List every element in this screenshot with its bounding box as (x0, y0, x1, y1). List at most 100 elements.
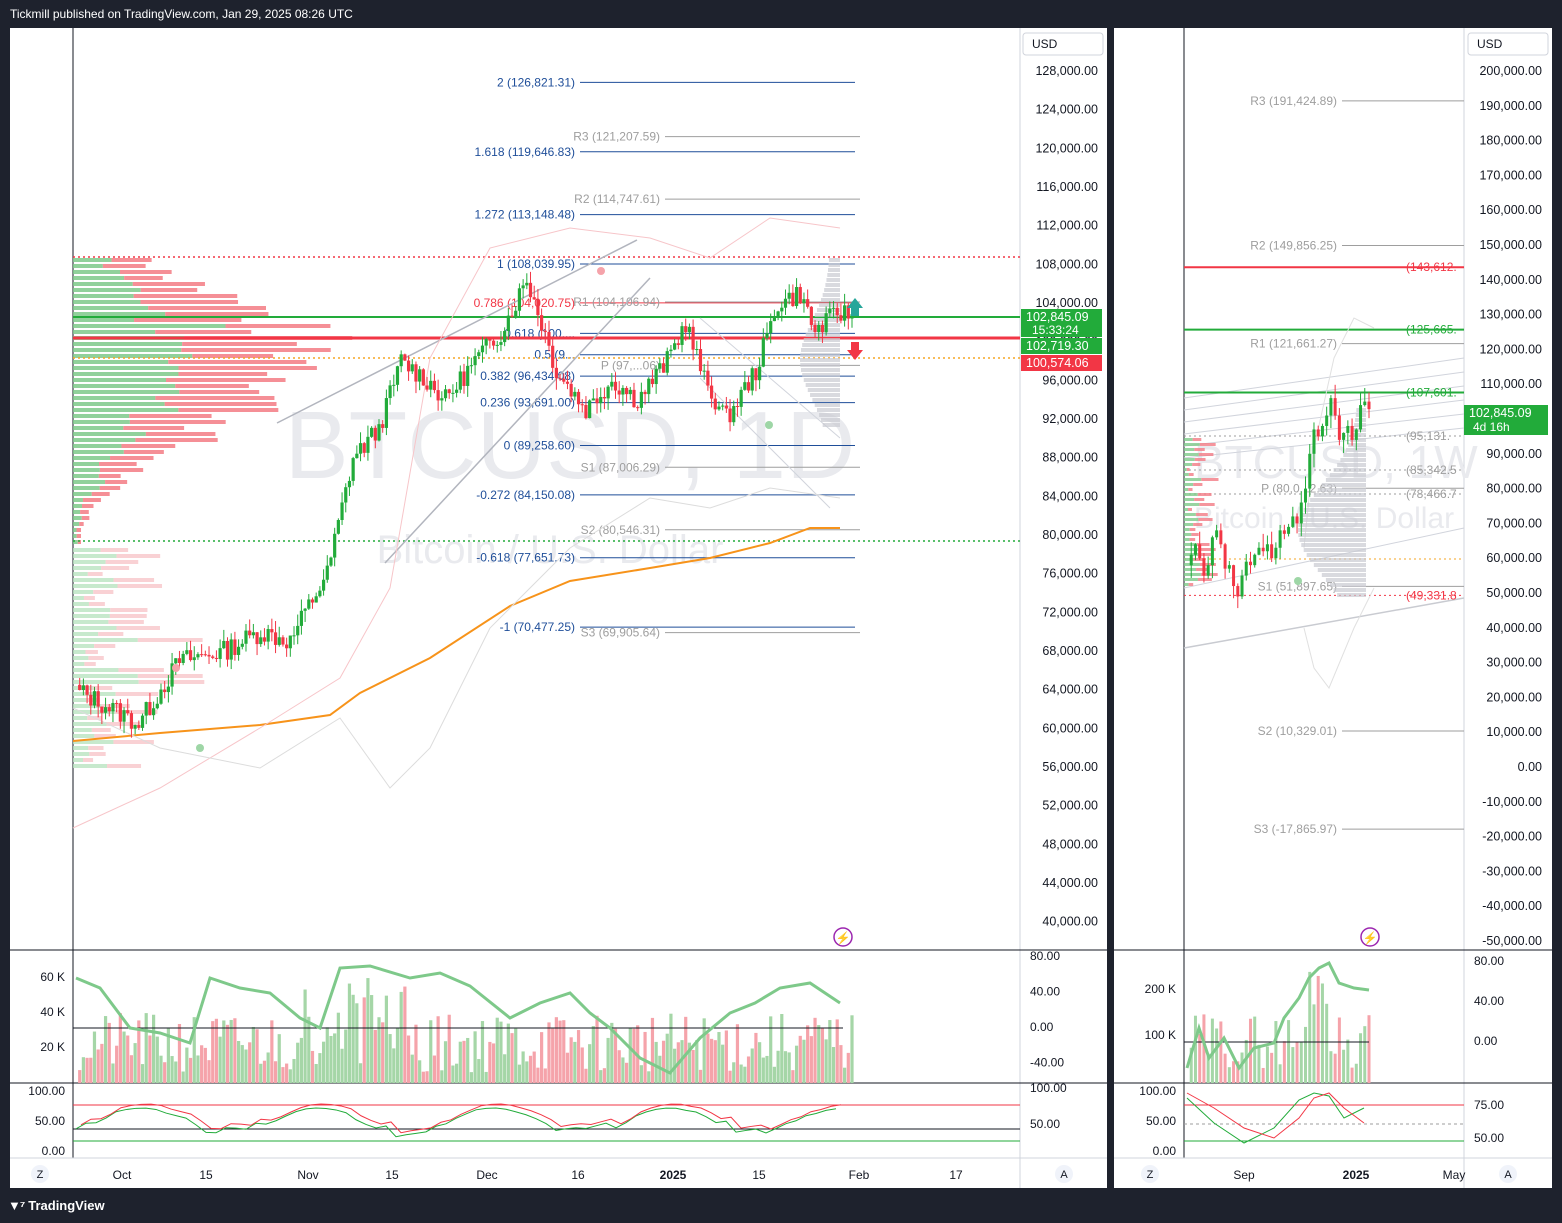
candle-body (281, 637, 285, 645)
session-volume-profile-bar (1337, 463, 1366, 467)
volume-bar (377, 1017, 381, 1083)
rsi-line (1185, 960, 1370, 1071)
session-volume-profile-bar (800, 353, 840, 357)
stoch-k-line (1186, 1092, 1365, 1144)
volume-bar (181, 1071, 185, 1083)
volume-bar (299, 1037, 304, 1083)
volume-profile-bar-up (1184, 513, 1196, 516)
pivot-level-label: R3 (121,207.59) (573, 130, 660, 144)
candle-body (1359, 405, 1363, 430)
time-tick-label: Nov (297, 1168, 318, 1182)
volume-bar (1367, 1015, 1371, 1083)
candle-body (602, 396, 607, 399)
volume-profile-bar-down (82, 498, 101, 502)
candle-body (798, 287, 802, 304)
volume-profile-bar-down (83, 596, 95, 600)
volume-bar (410, 1054, 414, 1083)
volume-profile-bar-up (73, 650, 86, 654)
daily-chart-pane[interactable]: BTCUSD, 1D Bitcoin / U.S. Dollar 2 (126,82… (10, 28, 1107, 1188)
candle-body (381, 424, 385, 428)
candle-body (340, 502, 344, 521)
volume-profile-bar-down (100, 548, 129, 552)
volume-bar (813, 1017, 817, 1083)
candle-body (1257, 547, 1261, 555)
volume-profile-bar-up (73, 294, 134, 298)
volume-profile-bar-down (225, 324, 331, 328)
candle-body (521, 285, 525, 289)
candle-body (207, 654, 211, 657)
volume-profile-bar-up (1184, 528, 1190, 531)
volume-bar (103, 1016, 108, 1083)
volume-bar (107, 1022, 111, 1083)
candle-body (850, 314, 854, 319)
pivot-level-label: S2 (80,546.31) (581, 523, 660, 537)
auto-scale-button (1055, 1165, 1073, 1183)
fib-level-label: -1 (70,477.25) (500, 620, 575, 634)
volume-profile-bar-up (73, 728, 92, 732)
candle-body (647, 378, 651, 395)
time-tick-label: 16 (571, 1168, 585, 1182)
volume-tick-label: 200 K (1145, 982, 1176, 996)
volume-bar (776, 1050, 780, 1083)
candle-body (1333, 398, 1337, 416)
volume-bar (499, 1021, 503, 1083)
signal-dot (1294, 577, 1302, 585)
trend-line (1183, 357, 1465, 399)
candle-body (547, 331, 551, 346)
volume-bar (466, 1037, 470, 1083)
volume-tick-label: 40 K (40, 1005, 65, 1019)
candle-body (362, 443, 366, 453)
volume-profile-bar-up (73, 264, 103, 268)
volume-bar (698, 1069, 703, 1083)
candle-body (698, 349, 703, 372)
volume-profile-bar-up (73, 420, 130, 424)
volume-bar (425, 1071, 429, 1083)
volume-bar (1312, 1004, 1316, 1083)
candle-body (81, 685, 85, 691)
volume-profile-bar-up (73, 740, 114, 744)
footer: ▼⁷ TradingView (8, 1196, 105, 1216)
volume-profile-bar-down (134, 318, 242, 322)
candle-body (617, 390, 621, 395)
candle-body (277, 637, 281, 645)
volume-bar (576, 1030, 581, 1083)
key-level-label: (49,331.8 (1406, 588, 1457, 602)
volume-profile-bar-down (1201, 478, 1219, 481)
price-tick-label: 108,000.00 (1035, 257, 1098, 271)
price-tick-label: 104,000.00 (1035, 296, 1098, 310)
volume-bar (292, 1058, 296, 1083)
volume-bar (1346, 1039, 1350, 1083)
volume-profile-bar-up (73, 674, 138, 678)
session-volume-profile-bar (1348, 443, 1366, 447)
volume-bar (1206, 1053, 1210, 1083)
candle-body (418, 369, 422, 382)
volume-profile-bar-up (73, 516, 82, 520)
price-tick-label: 160,000.00 (1479, 203, 1542, 217)
session-volume-profile-bar (800, 358, 840, 362)
volume-bar (174, 1061, 178, 1083)
session-volume-profile-bar (1350, 438, 1366, 442)
candle-body (1215, 530, 1219, 538)
volume-profile-bar-down (178, 366, 317, 370)
candle-body (639, 391, 643, 408)
volume-profile-bar-down (107, 764, 142, 768)
volume-bar (1350, 1067, 1354, 1083)
stoch-tick-label: 50.00 (1030, 1117, 1060, 1131)
volume-bar (351, 994, 355, 1083)
candle-body (377, 424, 381, 441)
volume-profile-bar-down (81, 516, 90, 520)
candle-body (1248, 561, 1252, 566)
candle-body (1219, 530, 1223, 545)
volume-bar (296, 1042, 300, 1083)
volume-profile-bar-up (73, 366, 179, 370)
volume-bar (388, 1034, 392, 1083)
volume-bar (133, 1043, 137, 1083)
volume-profile-bar-down (105, 480, 128, 484)
volume-profile-bar-up (73, 668, 119, 672)
price-tick-label: 52,000.00 (1042, 799, 1098, 813)
price-tick-label: 30,000.00 (1486, 656, 1542, 670)
candle-body (514, 310, 518, 317)
